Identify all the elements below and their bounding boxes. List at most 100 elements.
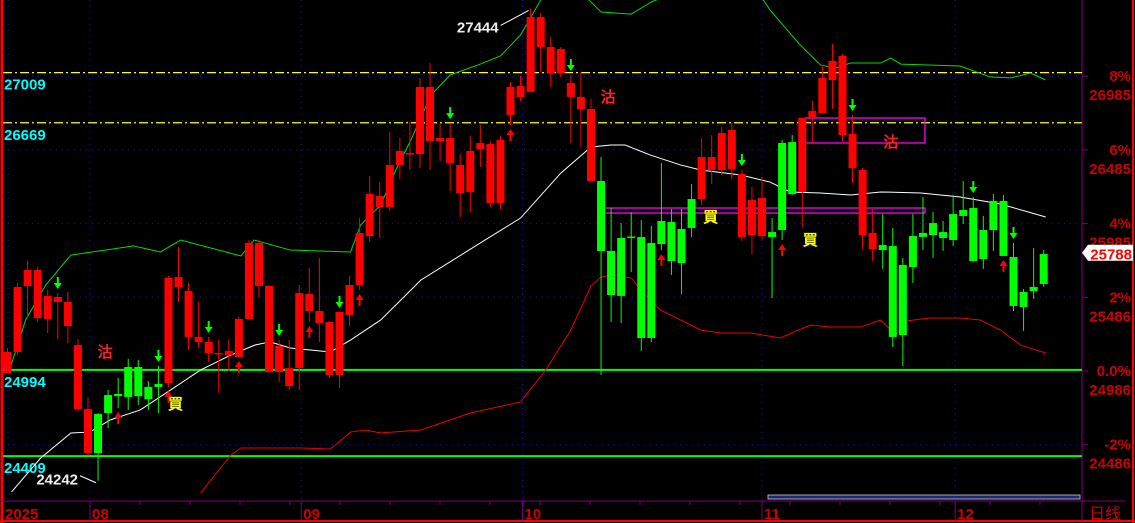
- candle-body[interactable]: [506, 86, 515, 115]
- candle-body[interactable]: [999, 200, 1008, 256]
- candle-body[interactable]: [526, 17, 535, 92]
- candle-body[interactable]: [647, 242, 656, 338]
- candle-body[interactable]: [63, 301, 72, 327]
- candle-body[interactable]: [275, 345, 284, 373]
- candle-body[interactable]: [234, 318, 243, 357]
- candle-body[interactable]: [617, 237, 626, 296]
- candle-body[interactable]: [476, 142, 485, 150]
- candle-body[interactable]: [94, 414, 103, 454]
- candle-body[interactable]: [536, 17, 545, 47]
- candle-body[interactable]: [244, 242, 253, 319]
- candle-body[interactable]: [687, 199, 696, 228]
- candle-body[interactable]: [667, 222, 676, 261]
- candle-body[interactable]: [3, 351, 12, 374]
- period-label[interactable]: 日线: [1089, 504, 1121, 523]
- candle-body[interactable]: [426, 86, 435, 142]
- candle-body[interactable]: [13, 286, 22, 352]
- candle-body[interactable]: [385, 164, 394, 207]
- candle-body[interactable]: [335, 312, 344, 375]
- candle-body[interactable]: [255, 242, 263, 287]
- candle-body[interactable]: [375, 195, 384, 207]
- candle-body[interactable]: [224, 350, 233, 356]
- candle-body[interactable]: [154, 383, 163, 387]
- candle-body[interactable]: [868, 232, 877, 250]
- scrollbar[interactable]: [767, 494, 1081, 500]
- candle-body[interactable]: [124, 367, 133, 397]
- candle-body[interactable]: [325, 322, 334, 375]
- candle-body[interactable]: [415, 86, 424, 155]
- candle-body[interactable]: [697, 156, 706, 200]
- candle-body[interactable]: [53, 296, 62, 302]
- candle-body[interactable]: [898, 264, 907, 336]
- candle-body[interactable]: [949, 214, 958, 241]
- candle-body[interactable]: [848, 133, 857, 169]
- candle-body[interactable]: [918, 232, 927, 237]
- candle-body[interactable]: [677, 228, 686, 264]
- candle-body[interactable]: [707, 156, 716, 170]
- candle-body[interactable]: [295, 292, 304, 369]
- candle-body[interactable]: [959, 209, 968, 216]
- candle-body[interactable]: [778, 142, 787, 230]
- candle-body[interactable]: [194, 336, 203, 342]
- candle-body[interactable]: [828, 60, 837, 80]
- candle-body[interactable]: [446, 137, 455, 164]
- candle-body[interactable]: [727, 129, 736, 169]
- candle-body[interactable]: [174, 277, 183, 287]
- candle-body[interactable]: [345, 285, 354, 315]
- candle-body[interactable]: [989, 200, 998, 230]
- candle-body[interactable]: [1019, 291, 1028, 307]
- candle-body[interactable]: [858, 169, 867, 236]
- candle-body[interactable]: [556, 49, 565, 74]
- candle-body[interactable]: [979, 229, 988, 260]
- candle-body[interactable]: [496, 140, 505, 204]
- candle-body[interactable]: [576, 96, 585, 110]
- candle-body[interactable]: [627, 236, 636, 238]
- candle-body[interactable]: [516, 86, 525, 97]
- candle-body[interactable]: [758, 197, 766, 237]
- candle-body[interactable]: [566, 82, 575, 97]
- candle-body[interactable]: [717, 132, 726, 170]
- candle-body[interactable]: [768, 232, 777, 237]
- candle-body[interactable]: [83, 409, 92, 454]
- candle-body[interactable]: [1009, 256, 1018, 306]
- candle-body[interactable]: [114, 394, 123, 397]
- candle-body[interactable]: [436, 137, 445, 142]
- candle-body[interactable]: [597, 181, 606, 251]
- candle-body[interactable]: [607, 250, 616, 296]
- candle-body[interactable]: [737, 173, 746, 237]
- candle-body[interactable]: [43, 295, 52, 319]
- candle-body[interactable]: [939, 232, 948, 238]
- candle-body[interactable]: [164, 277, 173, 383]
- candle-body[interactable]: [788, 142, 797, 195]
- candle-body[interactable]: [23, 269, 32, 287]
- candle-body[interactable]: [73, 345, 82, 410]
- candle-body[interactable]: [969, 208, 978, 261]
- candle-body[interactable]: [818, 77, 827, 114]
- candle-body[interactable]: [929, 223, 938, 236]
- candle-body[interactable]: [204, 341, 213, 354]
- candle-body[interactable]: [798, 118, 807, 192]
- candle-body[interactable]: [285, 368, 294, 387]
- candle-body[interactable]: [838, 55, 847, 136]
- candle-body[interactable]: [747, 200, 756, 236]
- candle-body[interactable]: [104, 395, 113, 414]
- candle-body[interactable]: [365, 194, 374, 237]
- candle-body[interactable]: [808, 110, 817, 119]
- candle-body[interactable]: [214, 353, 223, 355]
- candle-body[interactable]: [637, 237, 646, 338]
- candle-body[interactable]: [184, 291, 193, 337]
- candle-body[interactable]: [466, 150, 475, 192]
- candle-body[interactable]: [1039, 254, 1048, 284]
- candle-body[interactable]: [908, 236, 917, 268]
- candle-body[interactable]: [1029, 286, 1038, 292]
- candle-body[interactable]: [144, 386, 153, 400]
- candle-body[interactable]: [486, 144, 495, 204]
- candle-body[interactable]: [546, 46, 555, 74]
- candle-body[interactable]: [33, 269, 42, 319]
- candle-body[interactable]: [888, 246, 897, 337]
- candle-body[interactable]: [657, 221, 666, 245]
- candle-body[interactable]: [586, 109, 595, 182]
- candle-body[interactable]: [878, 245, 887, 251]
- candle-body[interactable]: [265, 286, 274, 373]
